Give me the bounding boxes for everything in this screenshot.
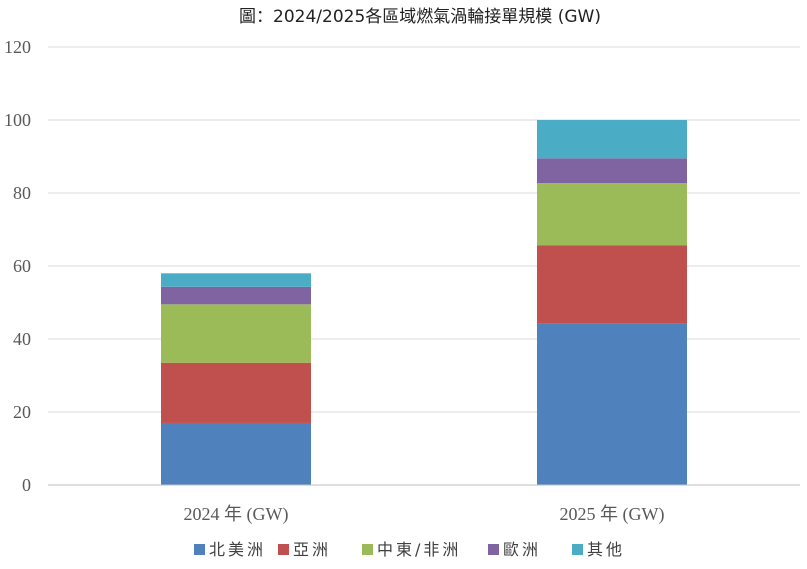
- legend-label: 歐洲: [503, 540, 541, 559]
- y-tick-label: 20: [13, 402, 31, 422]
- y-axis-ticks: 0 20 40 60 80 100 120: [4, 37, 31, 495]
- bar-segment: [161, 273, 311, 287]
- bar-segment: [161, 286, 311, 305]
- legend-item: 中東/非洲: [362, 540, 461, 559]
- legend-item: 歐洲: [488, 540, 541, 559]
- bars: [161, 120, 687, 485]
- legend-swatch: [194, 544, 205, 555]
- bar-segment: [537, 158, 687, 184]
- bar-segment: [161, 422, 311, 485]
- bar-segment: [537, 323, 687, 485]
- legend-label: 中東/非洲: [377, 540, 461, 559]
- legend-swatch: [278, 544, 289, 555]
- y-tick-label: 120: [4, 37, 31, 57]
- legend-swatch: [362, 544, 373, 555]
- legend-item: 其他: [572, 540, 625, 559]
- bar-segment: [537, 245, 687, 324]
- legend-label: 其他: [587, 540, 625, 559]
- y-tick-label: 100: [4, 110, 31, 130]
- chart-title: 圖：2024/2025各區域燃氣渦輪接單規模 (GW): [239, 7, 601, 27]
- bar-segment: [537, 120, 687, 159]
- legend-swatch: [488, 544, 499, 555]
- legend-label: 亞洲: [293, 540, 331, 559]
- bar-segment: [537, 183, 687, 246]
- bar-segment: [161, 362, 311, 423]
- gridlines: [48, 46, 800, 413]
- x-axis-labels: 2024 年 (GW) 2025 年 (GW): [184, 504, 665, 525]
- legend-label: 北美洲: [209, 540, 266, 559]
- x-tick-label: 2025 年 (GW): [560, 504, 665, 525]
- legend-swatch: [572, 544, 583, 555]
- legend: 北美洲 亞洲 中東/非洲 歐洲 其他: [194, 540, 625, 559]
- bar-segment: [161, 304, 311, 363]
- y-tick-label: 40: [13, 329, 31, 349]
- y-tick-label: 80: [13, 183, 31, 203]
- legend-item: 北美洲: [194, 540, 266, 559]
- legend-item: 亞洲: [278, 540, 331, 559]
- y-tick-label: 0: [22, 475, 31, 495]
- y-tick-label: 60: [13, 256, 31, 276]
- x-tick-label: 2024 年 (GW): [184, 504, 289, 525]
